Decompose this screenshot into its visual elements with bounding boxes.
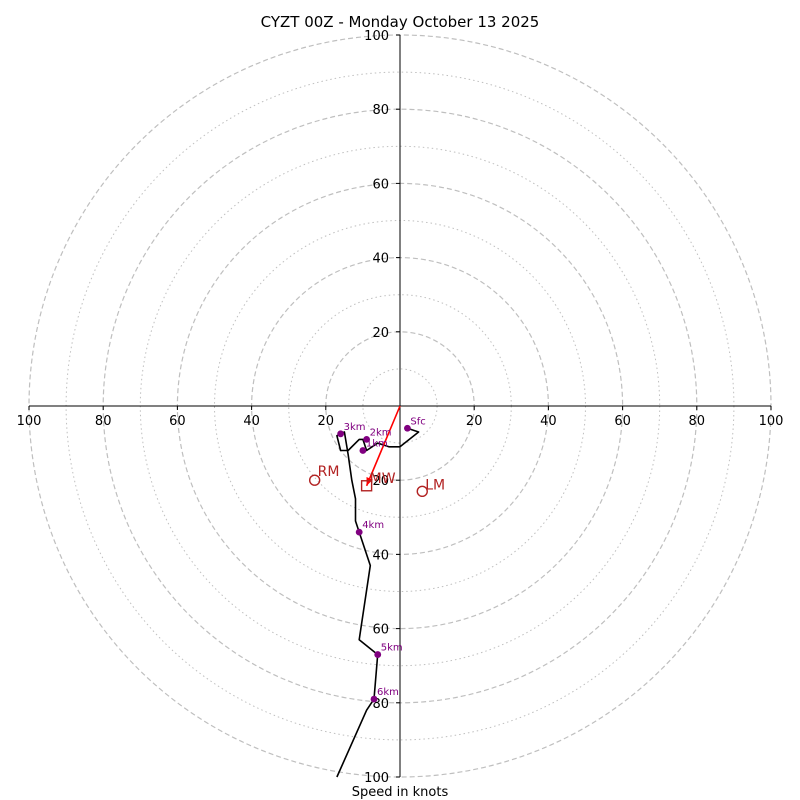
x-tick-label: 60 bbox=[614, 414, 631, 429]
y-tick-label: 60 bbox=[372, 177, 389, 192]
x-axis-label: Speed in knots bbox=[352, 785, 449, 800]
height-marker-6km bbox=[370, 695, 378, 703]
x-tick-label: 100 bbox=[759, 414, 784, 429]
height-marker-label: 2km bbox=[370, 427, 392, 438]
height-marker-label: 4km bbox=[362, 520, 384, 531]
height-marker-4km bbox=[355, 528, 363, 536]
x-tick-label: 20 bbox=[466, 414, 483, 429]
y-tick-label: 20 bbox=[372, 474, 389, 489]
y-tick-label: 20 bbox=[372, 326, 389, 341]
mean-wind-marker bbox=[360, 480, 373, 492]
y-tick-label: 60 bbox=[372, 623, 389, 638]
height-marker-3km bbox=[337, 430, 345, 438]
y-tick-label: 80 bbox=[372, 103, 389, 118]
height-marker-label: Sfc bbox=[410, 416, 425, 427]
right-mover-label: RM bbox=[318, 464, 340, 480]
x-tick-label: 40 bbox=[540, 414, 557, 429]
height-marker-label: 3km bbox=[344, 422, 366, 433]
tick-labels: 100 80 60 40 20 20 40 60 80 100100806040202040608… bbox=[17, 29, 784, 786]
height-marker-sfc bbox=[404, 424, 411, 432]
left-mover-label: LM bbox=[425, 477, 445, 493]
right-mover-marker bbox=[308, 474, 321, 486]
y-tick-label: 40 bbox=[372, 548, 389, 563]
x-tick-label: 80 bbox=[689, 414, 706, 429]
left-mover-marker bbox=[416, 485, 428, 498]
x-tick-label: 40 bbox=[243, 414, 260, 429]
height-marker-2km bbox=[363, 435, 371, 443]
x-tick-label: 20 bbox=[318, 414, 335, 429]
x-tick-label: 80 bbox=[95, 414, 112, 429]
mean-wind-label: MW bbox=[370, 471, 396, 487]
height-marker-label: 1km bbox=[366, 439, 388, 450]
y-tick-label: 100 bbox=[364, 29, 389, 44]
height-marker-label: 6km bbox=[377, 687, 399, 698]
storm-motion: RM LM MW bbox=[308, 405, 445, 498]
mean-wind-vector bbox=[365, 405, 401, 487]
y-tick-label: 40 bbox=[372, 252, 389, 267]
x-tick-label: 60 bbox=[169, 414, 186, 429]
wind-profile bbox=[336, 427, 420, 778]
x-tick-label: 100 bbox=[17, 414, 42, 429]
y-tick-label: 100 bbox=[364, 771, 389, 786]
height-marker-5km bbox=[374, 651, 382, 658]
height-marker-1km bbox=[359, 447, 367, 454]
wind-profile-line bbox=[336, 427, 420, 778]
height-marker-label: 5km bbox=[381, 643, 403, 654]
chart-title: CYZT 00Z - Monday October 13 2025 bbox=[261, 13, 540, 31]
